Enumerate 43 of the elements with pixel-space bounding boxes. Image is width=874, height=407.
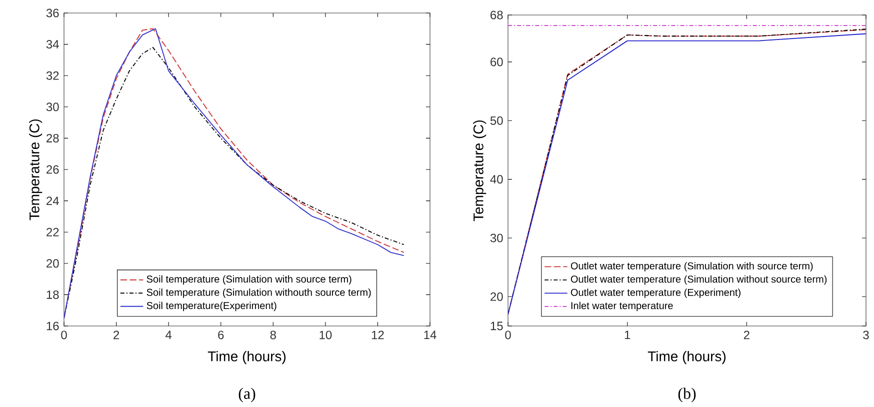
y-tick-label: 24 (46, 196, 59, 205)
y-tick-label: 32 (46, 71, 59, 80)
x-tick-label: 12 (372, 330, 384, 340)
y-tick-label: 40 (490, 175, 503, 184)
legend-label: Outlet water temperature (Experiment) (570, 288, 740, 298)
y-tick-label: 60 (490, 58, 503, 66)
text: (a) (238, 388, 256, 402)
legend-label: Soil temperature(Experiment) (146, 302, 276, 312)
y-axis-title: Temperature (C) (29, 119, 42, 220)
x-axis-title: Time (hours) (208, 351, 286, 364)
x-tick-label: 2 (744, 330, 750, 340)
y-tick-label: 36 (46, 8, 59, 18)
legend-label: Inlet water temperature (571, 302, 673, 312)
x-tick-label: 3 (863, 330, 869, 340)
y-tick-label: 30 (46, 102, 59, 112)
y-tick-label: 20 (46, 259, 59, 268)
x-tick-label: 4 (166, 330, 172, 339)
text: (b) (678, 388, 696, 402)
x-tick-label: 14 (424, 330, 436, 339)
y-tick-label: 34 (46, 40, 59, 49)
legend-label: Soil temperature (Simulation withouth source term) (146, 288, 371, 298)
y-tick-label: 16 (46, 322, 59, 330)
y-tick-label: 18 (46, 290, 59, 299)
y-tick-label: 22 (46, 228, 59, 236)
legend-label: Outlet water temperature (Simulation with source term) (570, 262, 813, 272)
y-axis-title: Temperature (C) (473, 120, 486, 222)
y-tick-label: 68 (490, 10, 503, 20)
legend-label: Outlet water temperature (Simulation without source term) (570, 275, 827, 285)
x-tick-label: 2 (114, 330, 120, 340)
x-tick-label: 8 (270, 330, 276, 340)
x-tick-label: 0 (505, 330, 511, 340)
x-tick-label: 1 (624, 330, 630, 339)
y-tick-label: 28 (46, 134, 59, 142)
legend-label: Soil temperature (Simulation with source term) (146, 275, 352, 285)
x-tick-label: 6 (218, 330, 224, 340)
x-tick-label: 10 (320, 330, 332, 340)
x-axis-title: Time (hours) (648, 351, 726, 364)
y-tick-label: 15 (490, 322, 503, 330)
x-tick-label: 0 (61, 330, 67, 340)
y-tick-label: 20 (490, 292, 503, 301)
y-tick-label: 26 (46, 165, 59, 174)
y-tick-label: 50 (490, 116, 503, 125)
y-tick-label: 30 (490, 234, 503, 242)
